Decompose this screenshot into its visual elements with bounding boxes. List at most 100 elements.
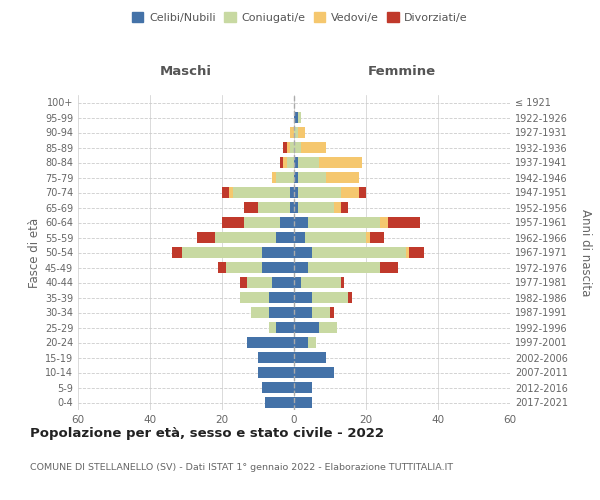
Bar <box>330 306 334 318</box>
Bar <box>218 262 226 274</box>
Bar <box>308 336 316 348</box>
Bar <box>388 216 420 228</box>
Bar <box>269 322 276 334</box>
Bar <box>258 352 294 364</box>
Bar <box>294 382 312 394</box>
Bar <box>197 232 215 243</box>
Bar <box>294 202 298 213</box>
Bar <box>341 276 344 288</box>
Bar <box>298 112 301 124</box>
Bar <box>262 382 294 394</box>
Bar <box>290 186 294 198</box>
Bar <box>294 262 308 274</box>
Bar <box>215 232 276 243</box>
Bar <box>226 262 262 274</box>
Bar <box>283 156 287 168</box>
Bar <box>258 202 290 213</box>
Text: Femmine: Femmine <box>368 64 436 78</box>
Bar <box>240 292 269 304</box>
Bar <box>370 232 384 243</box>
Bar <box>341 202 348 213</box>
Bar <box>380 262 398 274</box>
Bar <box>308 262 380 274</box>
Bar <box>334 202 341 213</box>
Bar <box>229 186 233 198</box>
Text: Maschi: Maschi <box>160 64 212 78</box>
Bar <box>301 276 341 288</box>
Bar <box>294 186 298 198</box>
Bar <box>312 246 406 258</box>
Bar <box>262 246 294 258</box>
Bar <box>272 276 294 288</box>
Bar <box>233 186 290 198</box>
Bar <box>298 186 341 198</box>
Bar <box>290 126 294 138</box>
Bar <box>247 336 294 348</box>
Bar <box>294 322 319 334</box>
Bar <box>247 276 272 288</box>
Bar <box>244 202 258 213</box>
Bar <box>294 292 312 304</box>
Bar <box>359 186 366 198</box>
Text: COMUNE DI STELLANELLO (SV) - Dati ISTAT 1° gennaio 2022 - Elaborazione TUTTITALI: COMUNE DI STELLANELLO (SV) - Dati ISTAT … <box>30 462 453 471</box>
Bar <box>348 292 352 304</box>
Bar <box>294 156 298 168</box>
Bar <box>287 142 290 154</box>
Bar <box>294 216 308 228</box>
Bar <box>294 112 298 124</box>
Bar <box>409 246 424 258</box>
Bar <box>294 126 298 138</box>
Bar <box>182 246 262 258</box>
Bar <box>294 306 312 318</box>
Y-axis label: Anni di nascita: Anni di nascita <box>579 209 592 296</box>
Bar <box>319 156 362 168</box>
Bar <box>269 292 294 304</box>
Bar <box>262 262 294 274</box>
Bar <box>312 292 348 304</box>
Bar <box>272 172 276 183</box>
Legend: Celibi/Nubili, Coniugati/e, Vedovi/e, Divorziati/e: Celibi/Nubili, Coniugati/e, Vedovi/e, Di… <box>128 8 472 28</box>
Bar <box>290 202 294 213</box>
Bar <box>341 186 359 198</box>
Bar <box>305 232 366 243</box>
Bar <box>326 172 359 183</box>
Bar <box>287 156 294 168</box>
Bar <box>406 246 409 258</box>
Bar <box>280 216 294 228</box>
Bar <box>294 276 301 288</box>
Bar <box>280 156 283 168</box>
Bar <box>294 366 334 378</box>
Text: Popolazione per età, sesso e stato civile - 2022: Popolazione per età, sesso e stato civil… <box>30 428 384 440</box>
Y-axis label: Fasce di età: Fasce di età <box>28 218 41 288</box>
Bar <box>366 232 370 243</box>
Bar <box>276 322 294 334</box>
Bar <box>294 352 326 364</box>
Bar <box>380 216 388 228</box>
Bar <box>276 232 294 243</box>
Bar <box>172 246 182 258</box>
Bar <box>294 172 298 183</box>
Bar <box>298 202 334 213</box>
Bar <box>222 216 244 228</box>
Bar <box>276 172 294 183</box>
Bar <box>240 276 247 288</box>
Bar <box>222 186 229 198</box>
Bar <box>308 216 380 228</box>
Bar <box>294 232 305 243</box>
Bar <box>290 142 294 154</box>
Bar <box>298 156 319 168</box>
Bar <box>258 366 294 378</box>
Bar <box>283 142 287 154</box>
Bar <box>244 216 280 228</box>
Bar <box>265 396 294 408</box>
Bar <box>294 142 301 154</box>
Bar <box>298 172 326 183</box>
Bar <box>301 142 326 154</box>
Bar <box>294 396 312 408</box>
Bar <box>319 322 337 334</box>
Bar <box>294 246 312 258</box>
Bar <box>269 306 294 318</box>
Bar <box>298 126 305 138</box>
Bar <box>294 336 308 348</box>
Bar <box>251 306 269 318</box>
